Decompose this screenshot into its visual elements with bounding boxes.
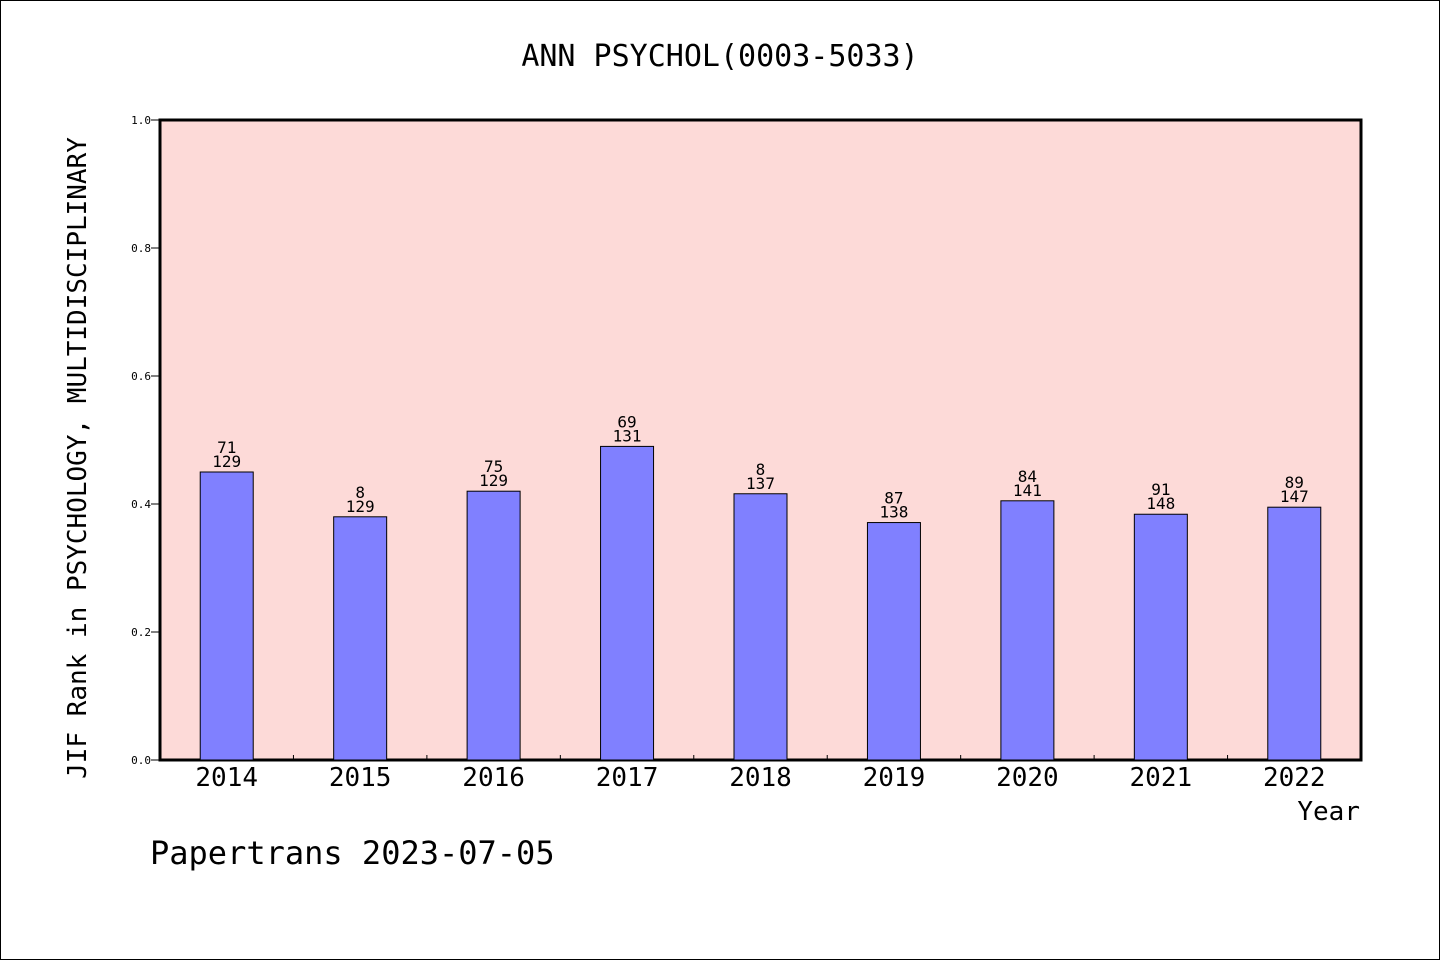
x-axis: 2014 2015 2016 2017 2018 2019 2020 2021 2022 (195, 755, 1326, 793)
bar-total-label: 131 (613, 426, 642, 445)
bar-rank-label: 91 (1151, 480, 1170, 499)
bar (333, 516, 388, 761)
x-tick-label: 2020 (996, 763, 1059, 793)
y-tick-label: 0.0 (131, 754, 151, 767)
bar-rank-label: 69 (617, 412, 636, 431)
chart-title: ANN PSYCHOL(0003-5033) (521, 39, 918, 74)
y-axis-label: JIF Rank in PSYCHOLOGY, MULTIDISCIPLINAR… (63, 137, 93, 779)
bar-rank-label: 75 (484, 457, 503, 476)
bar (1000, 500, 1055, 761)
x-axis-label: Year (1297, 797, 1360, 827)
bar-total-label: 147 (1280, 487, 1309, 506)
y-tick-label: 0.2 (131, 626, 151, 639)
bar-total-label: 141 (1013, 481, 1042, 500)
y-axis: 0.0 0.2 0.4 0.6 0.8 1.0 (131, 114, 160, 767)
bar-rank-label: 71 (217, 438, 236, 457)
bar-rank-label: 84 (1018, 467, 1037, 486)
y-tick-label: 0.8 (131, 242, 151, 255)
bar-total-label: 129 (479, 471, 508, 490)
x-tick-label: 2021 (1130, 763, 1193, 793)
bar-total-label: 138 (879, 503, 908, 522)
bar (600, 445, 655, 761)
bar-rank-label: 89 (1285, 473, 1304, 492)
bar-rank-label: 8 (355, 483, 365, 502)
y-tick-label: 0.4 (131, 498, 151, 511)
footer-text: Papertrans 2023-07-05 (150, 834, 555, 872)
x-tick-label: 2014 (195, 763, 258, 793)
x-tick-label: 2018 (729, 763, 792, 793)
x-tick-label: 2017 (596, 763, 659, 793)
bar-total-label: 129 (346, 497, 375, 516)
x-tick-label: 2019 (863, 763, 926, 793)
bar-rank-label: 8 (756, 460, 766, 479)
x-tick-label: 2022 (1263, 763, 1326, 793)
bar (199, 471, 254, 761)
bar-total-label: 148 (1146, 494, 1175, 513)
bar (733, 493, 788, 761)
x-tick-label: 2015 (329, 763, 392, 793)
y-tick-label: 0.6 (131, 370, 151, 383)
bar (466, 490, 521, 761)
bar (866, 522, 921, 761)
bar-total-label: 137 (746, 474, 775, 493)
bar (1267, 506, 1322, 761)
bar-rank-label: 87 (884, 489, 903, 508)
x-tick-label: 2016 (462, 763, 525, 793)
y-tick-label: 1.0 (131, 114, 151, 127)
bar-total-label: 129 (212, 452, 241, 471)
bar (1133, 513, 1188, 761)
